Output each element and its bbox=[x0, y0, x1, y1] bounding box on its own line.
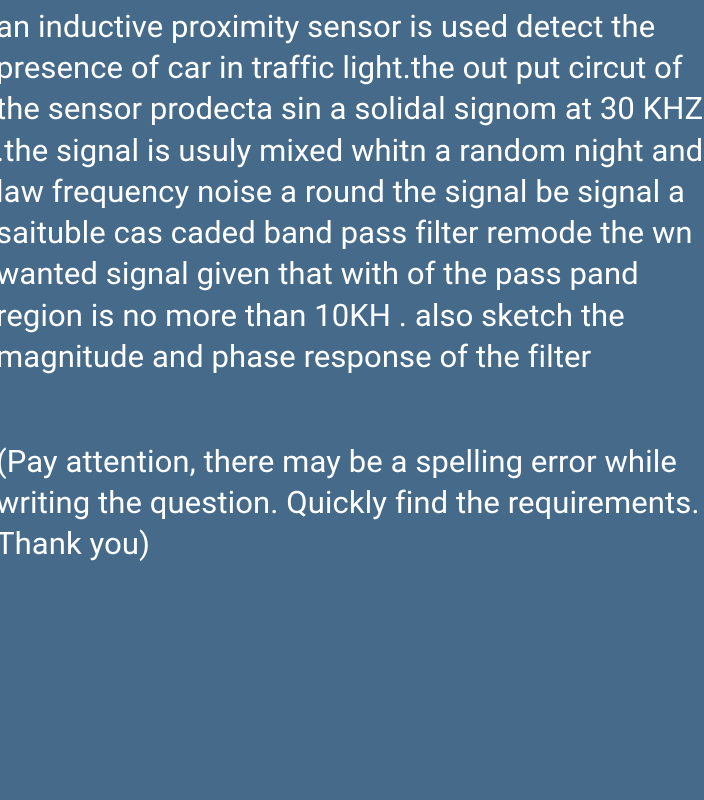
paragraph-spacer bbox=[0, 377, 704, 441]
note-paragraph: (Pay attention, there may be a spelling … bbox=[0, 441, 704, 565]
document-content: an inductive proximity sensor is used de… bbox=[0, 0, 704, 565]
question-paragraph: an inductive proximity sensor is used de… bbox=[0, 6, 704, 377]
